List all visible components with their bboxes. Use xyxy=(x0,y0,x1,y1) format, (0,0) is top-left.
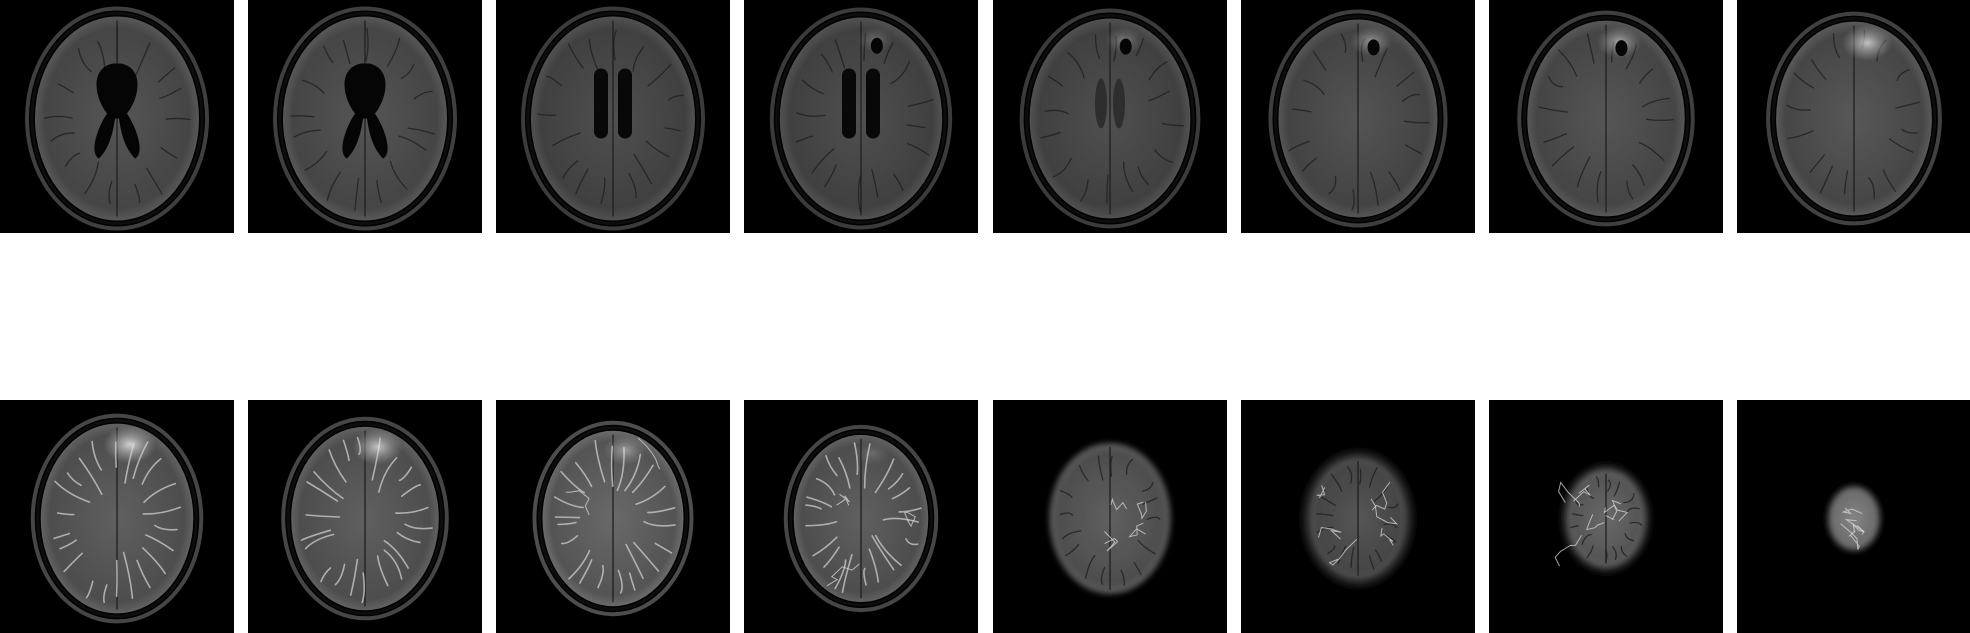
mri-slice-11 xyxy=(496,400,730,633)
mri-slice-1 xyxy=(0,0,234,233)
mri-slice-16 xyxy=(1737,400,1970,633)
mri-slice-9 xyxy=(0,400,234,633)
mri-slice-2 xyxy=(248,0,482,233)
mri-slice-10 xyxy=(248,400,482,633)
mri-slice-15 xyxy=(1489,400,1723,633)
mri-slice-5 xyxy=(993,0,1227,233)
mri-slice-3 xyxy=(496,0,730,233)
mri-slice-6 xyxy=(1241,0,1475,233)
mri-slice-4 xyxy=(744,0,978,233)
mri-slice-8 xyxy=(1737,0,1970,233)
mri-slice-14 xyxy=(1241,400,1475,633)
mri-slice-7 xyxy=(1489,0,1723,233)
mri-slice-12 xyxy=(744,400,978,633)
mri-slice-13 xyxy=(993,400,1227,633)
